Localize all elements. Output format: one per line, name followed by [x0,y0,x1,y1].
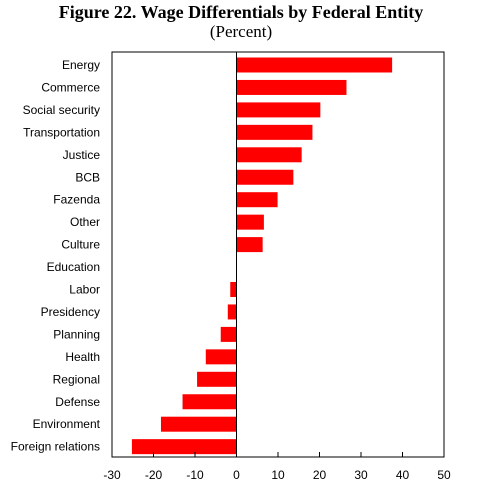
x-tick-label: -20 [145,468,163,482]
x-tick-label: 20 [313,468,327,482]
bar-commerce [236,79,347,95]
bar-justice [236,147,302,163]
bar-foreign-relations [131,439,237,455]
category-label-foreign-relations: Foreign relations [11,440,100,454]
x-tick-label: 30 [354,468,368,482]
category-label-regional: Regional [53,372,100,386]
x-tick-label: 50 [437,468,451,482]
bar-defense [182,394,237,410]
bar-culture [236,237,263,253]
x-tick-label: -30 [103,468,121,482]
category-label-transportation: Transportation [23,125,100,139]
x-tick-label: 0 [233,468,240,482]
category-label-culture: Culture [61,238,100,252]
category-label-presidency: Presidency [41,305,100,319]
x-tick-label: 40 [396,468,410,482]
bar-social-security [236,102,321,118]
category-label-labor: Labor [69,283,100,297]
bar-environment [160,416,237,432]
category-label-other: Other [70,215,100,229]
bar-bcb [236,169,294,185]
category-label-energy: Energy [62,58,100,72]
bar-other [236,214,264,230]
bar-planning [220,326,237,342]
category-label-environment: Environment [33,417,101,431]
category-label-defense: Defense [55,395,100,409]
bar-health [205,349,237,365]
bar-regional [197,371,237,387]
category-label-justice: Justice [63,148,101,162]
bar-presidency [227,304,237,320]
category-label-fazenda: Fazenda [53,193,100,207]
x-tick-label: -10 [186,468,204,482]
category-label-planning: Planning [53,327,100,341]
category-label-bcb: BCB [75,170,100,184]
category-label-health: Health [65,350,100,364]
chart-title: Figure 22. Wage Differentials by Federal… [58,2,424,22]
category-label-social-security: Social security [23,103,100,117]
category-label-education: Education [47,260,100,274]
category-label-commerce: Commerce [41,80,100,94]
bar-energy [236,57,393,73]
x-tick-label: 10 [271,468,285,482]
chart-subtitle: (Percent) [209,22,273,41]
bar-transportation [236,124,313,140]
bar-labor [230,282,237,297]
bar-fazenda [236,192,278,208]
